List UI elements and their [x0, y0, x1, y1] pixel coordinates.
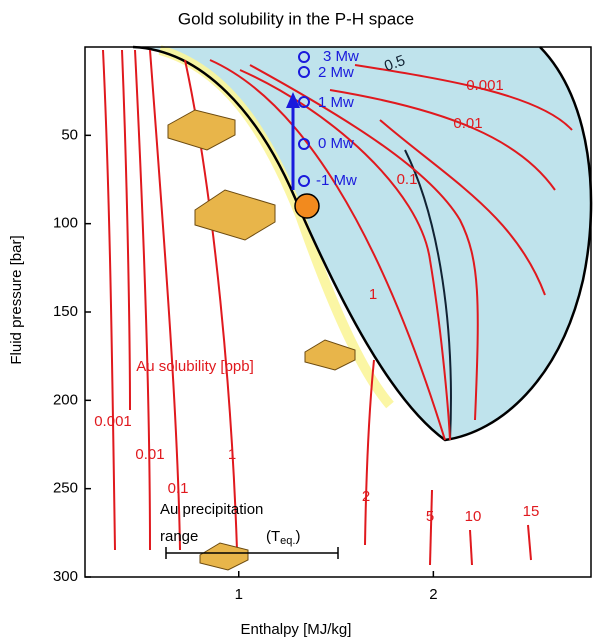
contour-label: 0.1 — [397, 171, 418, 188]
contour-label: 1 — [369, 286, 377, 303]
contour-line — [430, 490, 432, 565]
chart-title: Gold solubility in the P-H space — [178, 9, 414, 28]
magnitude-label: 0 Mw — [318, 135, 354, 152]
contour-label: 0.01 — [453, 115, 482, 132]
contour-line — [122, 50, 130, 410]
magnitude-label: 1 Mw — [318, 94, 354, 111]
magnitude-label: 2 Mw — [318, 64, 354, 81]
contour-label: 10 — [465, 508, 482, 525]
y-tick-label: 300 — [53, 568, 78, 585]
annotation: range — [160, 528, 198, 545]
contour-line — [470, 530, 472, 565]
y-axis-label: Fluid pressure [bar] — [8, 235, 25, 364]
x-tick-label: 2 — [429, 586, 437, 603]
contour-label: 1 — [228, 446, 236, 463]
contour-label: 2 — [362, 488, 370, 505]
two-phase-region — [133, 47, 591, 440]
contour-line — [135, 50, 150, 550]
contour-label: 0.001 — [94, 413, 132, 430]
y-tick-label: 50 — [61, 126, 78, 143]
contour-label: 0.1 — [168, 480, 189, 497]
contour-label: 0.001 — [466, 77, 504, 94]
x-axis-label: Enthalpy [MJ/kg] — [241, 621, 352, 638]
y-tick-label: 200 — [53, 391, 78, 408]
contour-line — [103, 50, 115, 550]
contour-label: 0.01 — [135, 446, 164, 463]
contour-line — [528, 525, 531, 560]
annotation: Au precipitation — [160, 501, 263, 518]
annotation: (Teq.) — [266, 528, 300, 547]
annotation: Au solubility [ppb] — [136, 358, 254, 375]
state-point — [295, 194, 319, 218]
contour-label: 15 — [523, 503, 540, 520]
range-bracket — [166, 547, 338, 559]
magnitude-label: -1 Mw — [316, 172, 357, 189]
magnitude-label: 3 Mw — [323, 48, 359, 65]
chart: Gold solubility in the P-H space 3 Mw 2 … — [0, 0, 593, 639]
contour-label: 5 — [426, 508, 434, 525]
y-tick-label: 150 — [53, 303, 78, 320]
x-tick-label: 1 — [235, 586, 243, 603]
y-tick-label: 100 — [53, 215, 78, 232]
y-tick-label: 250 — [53, 480, 78, 497]
